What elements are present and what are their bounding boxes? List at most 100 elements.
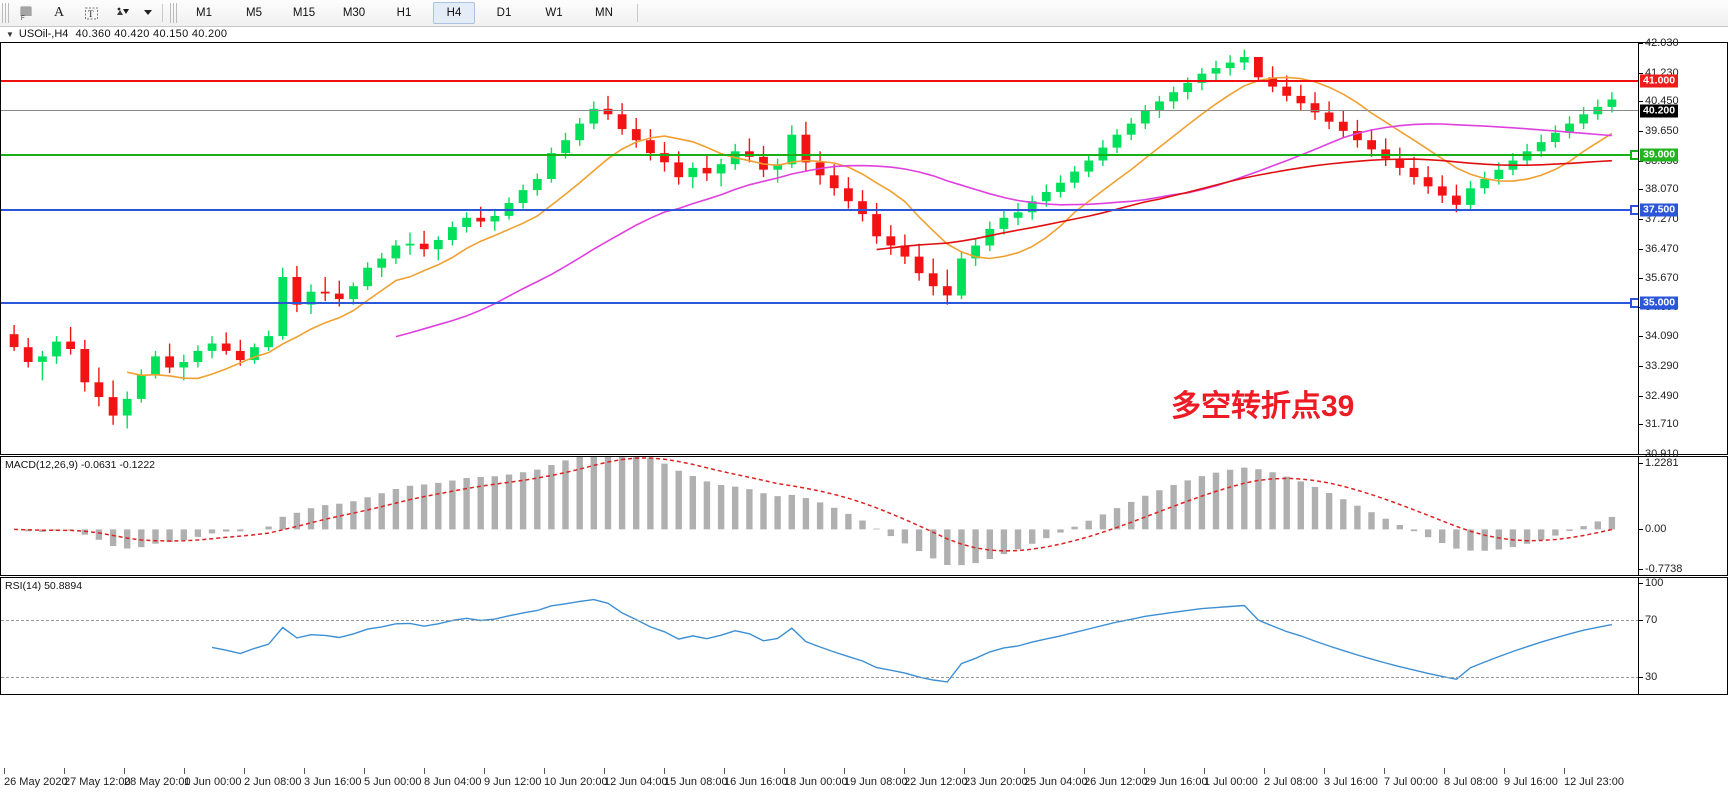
timeframe-m5[interactable]: M5 [246,7,262,19]
macd-tick-mark [1639,529,1643,531]
time-tick-mark [604,768,605,774]
price-level-line[interactable] [1,301,1639,304]
price-level-line[interactable] [1,80,1639,83]
price-chart-panel[interactable]: 42.03041.23040.45039.65038.85038.07037.2… [0,37,1728,460]
time-tick-mark [1324,768,1325,774]
time-tick-mark [1144,768,1145,774]
timeframe-m30[interactable]: M30 [342,7,366,19]
time-tick-mark [1084,768,1085,774]
time-tick-label: 27 May 12:00 [64,776,131,788]
time-tick-label: 1 Jul 00:00 [1204,776,1258,788]
time-tick-label: 12 Jun 04:00 [604,776,668,788]
rsi-plot-area[interactable] [1,578,1639,694]
timeframe-h1[interactable]: H1 [396,7,412,19]
price-tick-mark [1639,366,1643,368]
price-tick-mark [1639,278,1643,280]
toolbar-grip[interactable] [2,3,9,23]
time-tick-mark [1564,768,1565,774]
time-tick-label: 2 Jul 08:00 [1264,776,1318,788]
rsi-axis[interactable]: 100 70 30 [1638,577,1727,694]
price-level-line[interactable] [1,153,1639,156]
dropdown-arrow-icon[interactable] [140,1,156,25]
price-plot-area[interactable] [1,43,1639,454]
macd-axis[interactable]: 1.2281 0.00 -0.7738 [1638,457,1727,575]
timeframe-grip[interactable] [170,3,177,23]
price-level-tag[interactable]: 39.000 [1640,148,1679,162]
time-tick-label: 26 Jun 12:00 [1084,776,1148,788]
time-tick-label: 12 Jul 23:00 [1564,776,1624,788]
macd-tick-label: -0.7738 [1645,563,1683,575]
timeframe-m15[interactable]: M15 [292,7,316,19]
time-tick-label: 28 May 20:00 [124,776,191,788]
timeframe-d1[interactable]: D1 [496,7,512,19]
time-tick-label: 5 Jun 00:00 [364,776,422,788]
price-tick-label: 39.650 [1645,124,1679,137]
rsi-level-line [1,620,1639,622]
chart-annotation-text: 多空转折点39 [1171,390,1355,423]
timeframe-mn[interactable]: MN [595,7,613,19]
svg-text:T: T [88,9,94,19]
price-tick-label: 33.290 [1645,360,1679,373]
rsi-label: RSI(14) 50.8894 [5,580,83,592]
time-tick-mark [844,768,845,774]
rsi-panel[interactable]: RSI(14) 50.8894 100 70 30 [0,577,1728,695]
price-tick-mark [1639,424,1643,426]
time-tick-mark [184,768,185,774]
time-tick-label: 18 Jun 00:00 [784,776,848,788]
rsi-tick-label: 70 [1645,614,1658,627]
time-tick-mark [484,768,485,774]
price-tick-mark [1639,248,1643,250]
price-tick-mark [1639,101,1643,103]
timeframe-w1[interactable]: W1 [545,7,563,19]
time-tick-mark [724,768,725,774]
time-tick-label: 15 Jun 08:00 [664,776,728,788]
time-tick-mark [1264,768,1265,774]
price-tick-mark [1639,43,1643,44]
rsi-tick-label: 100 [1645,577,1664,589]
time-tick-label: 9 Jun 12:00 [484,776,542,788]
price-level-line[interactable] [1,109,1639,111]
macd-tick-label: 1.2281 [1645,457,1679,469]
macd-plot-area[interactable] [1,457,1639,575]
time-tick-label: 10 Jun 20:00 [544,776,608,788]
timeframe-m1[interactable]: M1 [196,7,212,19]
price-level-tag[interactable]: 35.000 [1640,296,1679,310]
chevron-down-icon[interactable]: ▼ [6,29,14,39]
macd-label: MACD(12,26,9) -0.0631 -0.1222 [5,459,155,471]
macd-panel[interactable]: MACD(12,26,9) -0.0631 -0.1222 1.2281 0.00… [0,456,1728,576]
price-tick-label: 32.490 [1645,389,1679,402]
price-tick-label: 38.070 [1645,183,1679,196]
price-tick-mark [1639,72,1643,74]
price-tick-label: 36.470 [1645,242,1679,255]
price-level-tag[interactable]: 37.500 [1640,203,1679,217]
time-tick-label: 25 Jun 04:00 [1024,776,1088,788]
toolbar-separator [162,4,163,22]
time-tick-mark [124,768,125,774]
rsi-tick-mark [1639,620,1643,622]
grid-f-icon[interactable]: F [12,1,42,25]
time-tick-label: 8 Jul 08:00 [1444,776,1498,788]
text-box-icon[interactable]: T [76,1,106,25]
time-tick-label: 3 Jun 16:00 [304,776,362,788]
price-tick-mark [1639,130,1643,132]
time-tick-label: 3 Jul 16:00 [1324,776,1378,788]
price-level-line[interactable] [1,209,1639,212]
time-tick-mark [1024,768,1025,774]
rsi-tick-mark [1639,677,1643,679]
text-a-icon[interactable]: A [53,5,65,20]
time-tick-mark [1444,768,1445,774]
timeframe-h4[interactable]: H4 [433,2,475,24]
time-tick-label: 26 May 2020 [4,776,68,788]
objects-icon[interactable] [108,1,138,25]
symbol-info-bar: ▼ USOil-,H4 40.360 40.420 40.150 40.200 [0,27,1728,41]
price-level-tag[interactable]: 40.200 [1640,104,1679,118]
time-tick-mark [1384,768,1385,774]
svg-text:F: F [21,16,25,21]
macd-tick-label: 0.00 [1645,523,1667,536]
time-tick-mark [4,768,5,774]
time-axis[interactable]: 26 May 2020 27 May 12:00 28 May 20:00 1 Jun… [0,696,1728,792]
time-tick-mark [784,768,785,774]
price-tick-label: 42.030 [1645,37,1679,49]
price-level-tag[interactable]: 41.000 [1640,74,1679,88]
price-axis[interactable]: 42.03041.23040.45039.65038.85038.07037.2… [1638,37,1727,460]
